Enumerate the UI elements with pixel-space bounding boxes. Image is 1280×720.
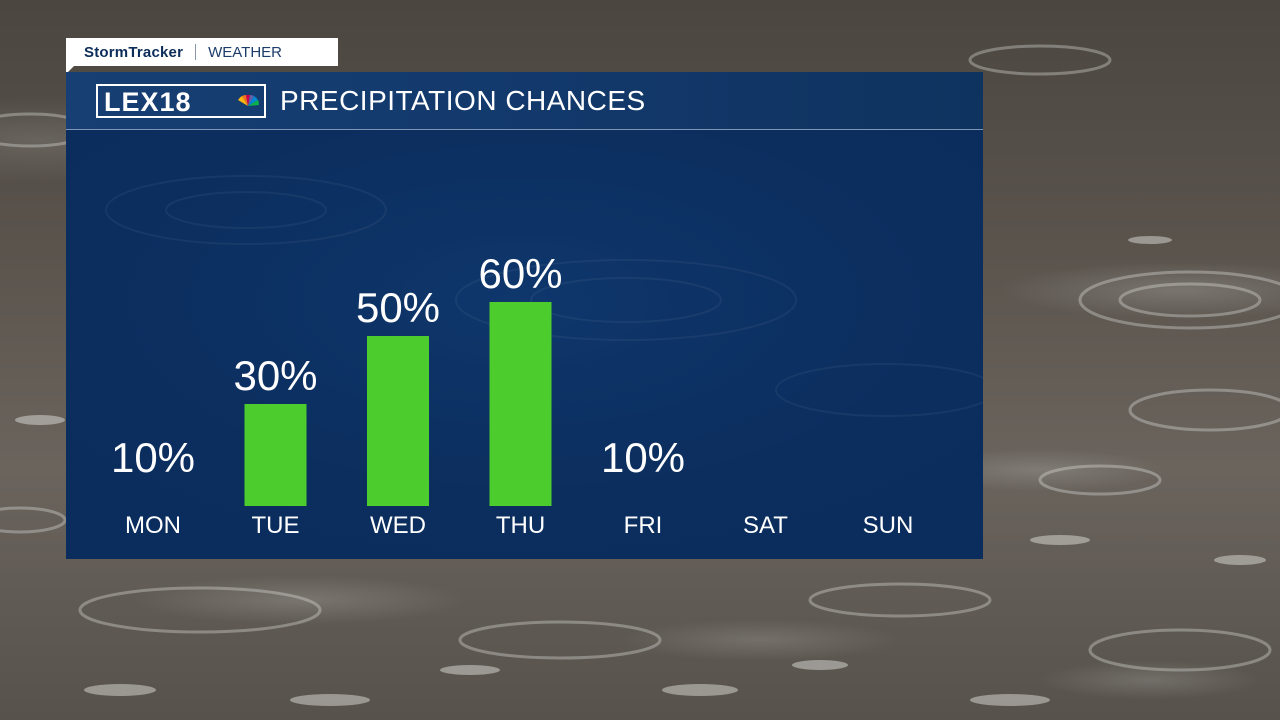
day-label-wed: WED: [370, 512, 426, 539]
precipitation-bar-chart: 10% 30% 50% 60% 10% MON TUE WED THU FRI SAT SUN: [66, 130, 983, 559]
value-label-fri: 10%: [601, 434, 685, 481]
bar-thu: [489, 302, 552, 506]
value-label-mon: 10%: [111, 434, 195, 481]
day-label-sat: SAT: [743, 512, 788, 539]
day-label-fri: FRI: [624, 512, 663, 539]
weather-section-label: WEATHER: [208, 43, 283, 61]
day-label-sun: SUN: [863, 512, 914, 539]
panel-header: LEX18 PRECIPITATION CHANCES: [66, 72, 983, 130]
water-texture: [105, 175, 983, 417]
value-label-tue: 30%: [233, 352, 317, 399]
bar-tue: [244, 404, 307, 506]
day-label-tue: TUE: [252, 512, 300, 539]
stormtracker-brand: StormTracker: [84, 43, 184, 61]
stormtracker-weather-tag: StormTracker WEATHER: [66, 38, 338, 74]
day-label-mon: MON: [125, 512, 181, 539]
bar-wed: [367, 336, 429, 506]
day-label-thu: THU: [496, 512, 545, 539]
value-label-wed: 50%: [356, 284, 440, 331]
tag-divider: [195, 44, 197, 60]
peacock-icon: [238, 94, 260, 106]
precipitation-panel: LEX18 PRECIPITATION CHANCES: [66, 72, 983, 559]
lex18-logo: LEX18: [96, 84, 266, 118]
lex18-logo-frame: [96, 84, 266, 118]
chart-title: PRECIPITATION CHANCES: [280, 85, 646, 116]
value-label-thu: 60%: [478, 250, 562, 297]
lex18-logo-text: LEX18: [104, 87, 192, 117]
